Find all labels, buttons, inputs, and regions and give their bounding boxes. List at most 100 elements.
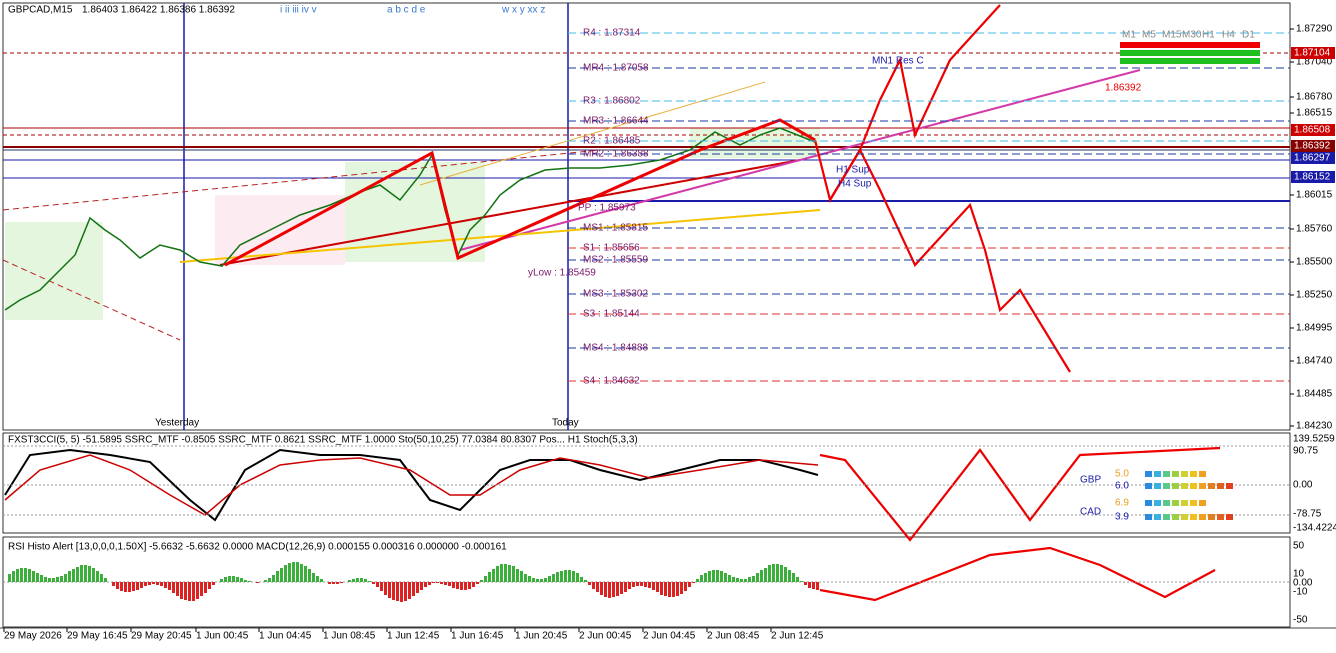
strength-bar: [1208, 483, 1215, 489]
oscillator-axis-label: -134.4224: [1293, 523, 1336, 534]
pivot-label: S3 : 1.85144: [583, 309, 640, 320]
pivot-label: R2 : 1.86485: [583, 136, 641, 147]
pivot-label: MR2 : 1.86388: [583, 149, 649, 160]
time-axis-label: 2 Jun 08:45: [707, 631, 760, 642]
price-tag: [1291, 171, 1335, 183]
time-axis-label: 1 Jun 20:45: [515, 631, 568, 642]
ohlc: 1.86403 1.86422 1.86386 1.86392: [82, 5, 235, 16]
macd-axis-label: -50: [1293, 615, 1308, 626]
level-label: MN1 Res C: [872, 56, 924, 67]
mtf-label: H1: [1202, 30, 1215, 41]
labels: GBPCAD,M15 1.86403 1.86422 1.86386 1.8639…: [3, 5, 1336, 642]
price-axis-label: 1.85760: [1296, 224, 1333, 235]
oscillator-axis-label: -78.75: [1293, 509, 1322, 520]
strength-bar: [1190, 483, 1197, 489]
strength-bar: [1226, 514, 1233, 520]
strength-bar: [1172, 471, 1179, 477]
forecast-arrows: [813, 4, 1221, 602]
strength-bar: [1190, 500, 1197, 506]
strength-bar: [1163, 471, 1170, 477]
session-label: Yesterday: [155, 418, 199, 429]
session-label: Today: [552, 418, 579, 429]
price-axis-label: 1.86780: [1296, 92, 1333, 103]
strength-bar: [1181, 500, 1188, 506]
strength-bar: [1163, 514, 1170, 520]
strength-bar: [1199, 514, 1206, 520]
price-axis-label: 1.85250: [1296, 290, 1333, 301]
mtf-label: M30: [1182, 30, 1202, 41]
histogram: [112, 582, 819, 602]
time-axis-label: 2 Jun 04:45: [643, 631, 696, 642]
strength-bar: [1145, 514, 1152, 520]
mtf-label: M5: [1142, 30, 1156, 41]
price-axis-label: 1.84995: [1296, 323, 1333, 334]
symbol: GBPCAD,M15: [8, 5, 73, 16]
main-pane: [2, 2, 1291, 431]
price-axis-label: 1.86015: [1296, 190, 1333, 201]
macd-axis-label: -10: [1293, 587, 1308, 598]
oscillator-pane: [2, 432, 1291, 534]
pivot-label: MS3 : 1.85302: [583, 289, 648, 300]
price-axis-label: 1.87040: [1296, 57, 1333, 68]
strength-bar: [1181, 483, 1188, 489]
strength-bar: [1163, 483, 1170, 489]
pivot-label: MR3 : 1.86644: [583, 116, 649, 127]
wave-label: a b c d e: [387, 5, 426, 16]
time-axis-label: 2 Jun 00:45: [579, 631, 632, 642]
oscillator-axis-label: 139.5259: [1293, 434, 1335, 445]
trendline: [219, 159, 801, 266]
price-axis-label: 1.87290: [1296, 24, 1333, 35]
trendline: [2, 149, 601, 211]
strength-bar: [1181, 514, 1188, 520]
wave-label: w x y xx z: [501, 5, 545, 16]
price-axis-label: 1.84230: [1296, 421, 1333, 432]
strength-bar: [1172, 514, 1179, 520]
time-axis-label: 29 May 16:45: [67, 631, 128, 642]
strength-bar: [1181, 471, 1188, 477]
pivot-label: MS1 : 1.85815: [583, 223, 648, 234]
oscillator-axis-label: 90.75: [1293, 446, 1318, 457]
strength-bar: [1199, 500, 1206, 506]
oscillator-line: [4, 454, 819, 516]
pivot-label: R3 : 1.86802: [583, 96, 641, 107]
pivot-label: S1 : 1.85656: [583, 243, 640, 254]
price-tag-label: 1.86392: [1294, 141, 1331, 152]
trendline: [419, 81, 766, 186]
time-axis-label: 1 Jun 04:45: [259, 631, 312, 642]
strength-bar: [1208, 514, 1215, 520]
strength-bar: [1163, 500, 1170, 506]
pivot-label: MR4 : 1.87058: [583, 63, 649, 74]
strength-bar: [1217, 483, 1224, 489]
time-axis-label: 1 Jun 08:45: [323, 631, 376, 642]
strength-value: 5.0: [1115, 469, 1129, 480]
zone: [690, 128, 820, 158]
strength-bar: [1154, 500, 1161, 506]
pivot-label: MS4 : 1.84888: [583, 343, 648, 354]
time-axis-label: 1 Jun 00:45: [196, 631, 249, 642]
pivot-label: R4 : 1.87314: [583, 28, 641, 39]
price-tag-label: 1.87104: [1294, 48, 1331, 59]
price-axis-label: 1.84485: [1296, 389, 1333, 400]
wave-label: i ii iii iv v: [280, 5, 317, 16]
time-axis-label: 1 Jun 16:45: [451, 631, 504, 642]
strength-bar: [1154, 471, 1161, 477]
macd-axis-label: 0.00: [1293, 578, 1313, 589]
level-label: H4 Sup: [838, 179, 872, 190]
price-tag-label: 1.86297: [1294, 153, 1331, 164]
strength-value: 6.0: [1115, 481, 1129, 492]
strength-bar: [1226, 483, 1233, 489]
strength-bar: [1217, 514, 1224, 520]
price-tag: [1291, 47, 1335, 59]
trendline: [179, 209, 821, 263]
strength-value: 3.9: [1115, 512, 1129, 523]
price-axis-label: 1.85500: [1296, 257, 1333, 268]
mtf-grid: [1120, 42, 1260, 64]
strength-bar: [1154, 483, 1161, 489]
time-axis-label: 29 May 2026: [4, 631, 62, 642]
strength-bar: [1199, 471, 1206, 477]
mtf-row: [1120, 42, 1260, 48]
currency: CAD: [1080, 507, 1101, 518]
trendline: [2, 259, 181, 341]
mtf-label: M15: [1162, 30, 1182, 41]
